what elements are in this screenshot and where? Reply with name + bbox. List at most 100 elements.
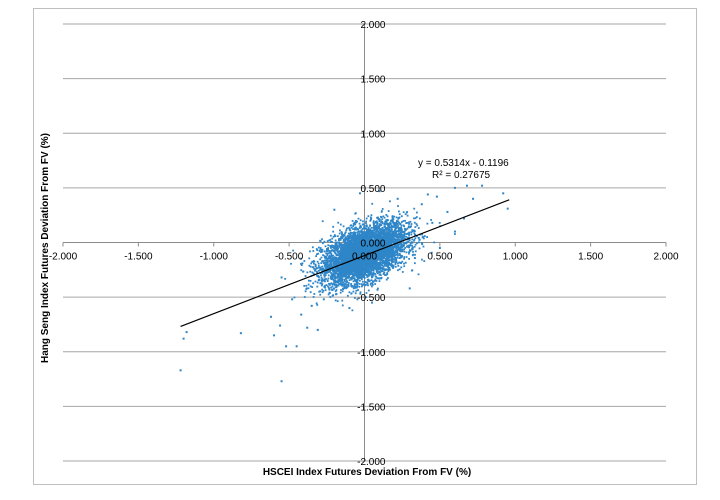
data-point [353,277,356,280]
data-point [316,304,319,306]
data-point [343,287,346,290]
data-point [372,239,375,242]
data-point [351,244,354,247]
data-point [408,221,410,224]
data-point [383,242,386,244]
data-point [392,218,395,220]
data-point [385,233,388,235]
data-point [393,251,395,254]
data-point [316,260,319,263]
data-point [347,226,350,229]
data-point [353,267,356,270]
data-point [352,253,355,256]
data-point [390,260,393,263]
data-point [330,254,333,257]
data-point [358,282,361,285]
data-point [362,235,365,238]
data-point [393,215,396,218]
data-point [372,271,375,274]
data-point [339,270,342,273]
data-point [341,245,344,248]
data-point [342,234,345,237]
data-point [383,232,386,235]
data-point [305,288,308,290]
data-point [328,269,330,272]
data-point [373,229,376,231]
data-point [373,238,376,241]
data-point [333,283,336,285]
data-point [391,220,394,223]
data-point [390,240,393,243]
data-point [361,223,364,226]
data-point [359,238,361,241]
data-point [354,268,356,271]
data-point [332,225,335,228]
data-point [290,262,292,265]
data-point [358,240,361,242]
data-point [364,258,367,261]
data-point [374,227,377,230]
data-point [357,246,360,248]
data-point [395,222,398,224]
data-point [399,261,401,264]
data-point [396,220,398,223]
data-point [374,239,377,242]
data-point [408,234,411,237]
data-point [403,256,406,258]
data-point [333,277,336,279]
data-point [353,283,356,286]
data-point [324,274,327,277]
data-point [320,276,323,279]
data-point [313,268,316,270]
data-point [350,267,352,270]
data-point [370,242,373,245]
data-point [341,280,344,282]
data-point [378,273,381,276]
data-point [324,289,327,292]
data-point [376,277,379,280]
data-point [340,244,343,247]
data-point [353,260,356,263]
data-point [371,233,373,236]
data-point [369,238,371,241]
data-point [334,272,337,275]
data-point [372,261,375,263]
data-point [369,246,372,249]
data-point [378,232,380,235]
data-point [337,247,340,250]
data-point [337,267,340,270]
data-point [342,272,345,275]
data-point [380,240,383,243]
data-point [352,228,355,230]
data-point [398,268,401,271]
data-point [408,233,411,236]
data-point [390,219,393,222]
data-point [388,227,391,229]
data-point [312,282,315,285]
data-point [378,241,381,243]
data-point [356,280,359,283]
data-point [369,240,372,243]
data-point [324,263,326,266]
data-point [331,244,334,247]
data-point [391,228,393,231]
data-point [418,239,421,241]
data-point [342,263,345,266]
data-point [384,223,387,226]
data-point [392,258,395,260]
data-point [351,269,354,272]
data-point [359,226,361,229]
data-point [358,232,361,235]
data-point [390,223,392,225]
data-point [377,225,380,228]
data-point [351,220,354,222]
data-point [356,231,359,234]
data-point [355,264,358,267]
data-point [381,227,384,230]
data-point [371,246,374,248]
data-point [354,250,357,252]
data-point [394,263,397,265]
data-point [335,241,337,244]
data-point [379,237,382,239]
data-point [377,266,380,269]
